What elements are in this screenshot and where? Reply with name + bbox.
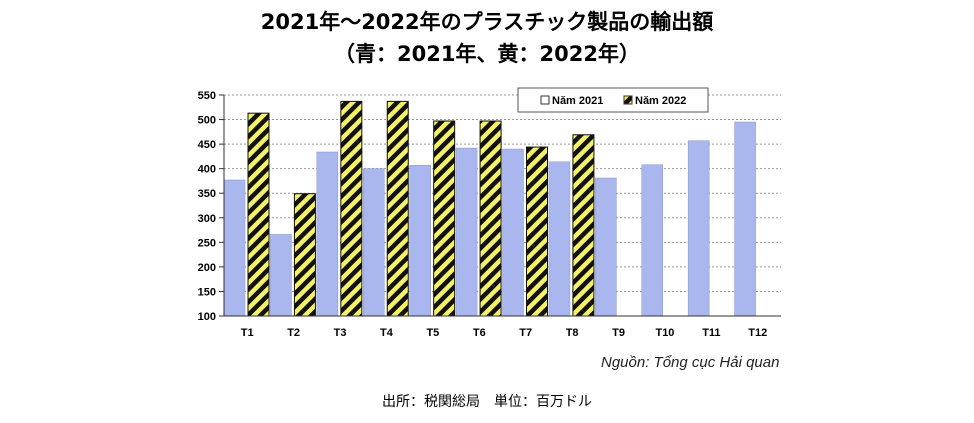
y-tick-label: 150 [198, 286, 216, 298]
legend-swatch-2021 [540, 95, 550, 105]
y-tick-label: 400 [198, 164, 216, 176]
bar-2022-T4 [386, 100, 409, 317]
y-tick-label: 300 [198, 213, 216, 225]
y-tick-label: 200 [198, 262, 216, 274]
bar-2022-T8 [572, 134, 595, 317]
x-tick-label: T6 [473, 327, 486, 339]
y-tick-label: 100 [198, 311, 216, 323]
x-tick-label: T5 [426, 327, 439, 339]
x-tick-label: T11 [702, 327, 720, 339]
bar-2021-T1 [223, 179, 246, 317]
bars [223, 100, 756, 317]
y-tick-label: 250 [198, 237, 216, 249]
bar-2022-T7 [526, 146, 548, 317]
bar-2021-T7 [502, 148, 524, 317]
y-tick-label: 450 [198, 139, 216, 151]
x-tick-label: T1 [241, 327, 254, 339]
bar-2021-T5 [409, 164, 431, 317]
bar-2021-T6 [455, 147, 478, 317]
x-tick-label: T10 [655, 327, 674, 339]
legend: Năm 2021 Năm 2022 [517, 87, 709, 113]
bar-2021-T4 [363, 168, 385, 317]
bar-2022-T6 [479, 120, 502, 317]
x-tick-label: T12 [748, 327, 767, 339]
x-tick-label: T4 [380, 327, 394, 339]
bar-2022-T1 [247, 112, 270, 317]
y-tick-label: 500 [198, 115, 216, 127]
x-tick-label: T2 [287, 327, 300, 339]
chart-title-line1: 2021年～2022年のプラスチック製品の輸出額 [260, 10, 714, 34]
legend-label-2022: Năm 2022 [635, 95, 686, 107]
bar-2021-T11 [687, 140, 710, 317]
bar-2022-T2 [293, 193, 316, 317]
caption: 出所：税関総局 単位：百万ドル [382, 394, 592, 410]
legend-swatch-2022 [623, 95, 633, 105]
x-tick-label: T8 [566, 327, 579, 339]
y-tick-label: 350 [198, 188, 216, 200]
bar-2021-T10 [641, 164, 663, 317]
x-tick-label: T3 [334, 327, 347, 339]
bar-2021-T3 [316, 151, 339, 317]
source-note: Nguồn: Tổng cục Hải quan [601, 354, 780, 371]
bar-2022-T3 [340, 100, 363, 317]
x-tick-label: T7 [519, 327, 532, 339]
bar-2021-T12 [734, 121, 756, 317]
axes: 100 150 200 250 300 350 400 450 500 550 T1 T2 T3 T4 T5… [198, 90, 781, 339]
x-tick-label: T9 [612, 327, 625, 339]
bar-2022-T5 [433, 120, 456, 317]
bar-2021-T9 [595, 177, 617, 317]
legend-label-2021: Năm 2021 [552, 95, 603, 107]
bar-2021-T8 [548, 161, 571, 317]
y-tick-label: 550 [198, 90, 216, 102]
bar-2021-T2 [270, 234, 292, 317]
chart-title-line2: （青：2021年、黄：2022年） [334, 42, 640, 66]
